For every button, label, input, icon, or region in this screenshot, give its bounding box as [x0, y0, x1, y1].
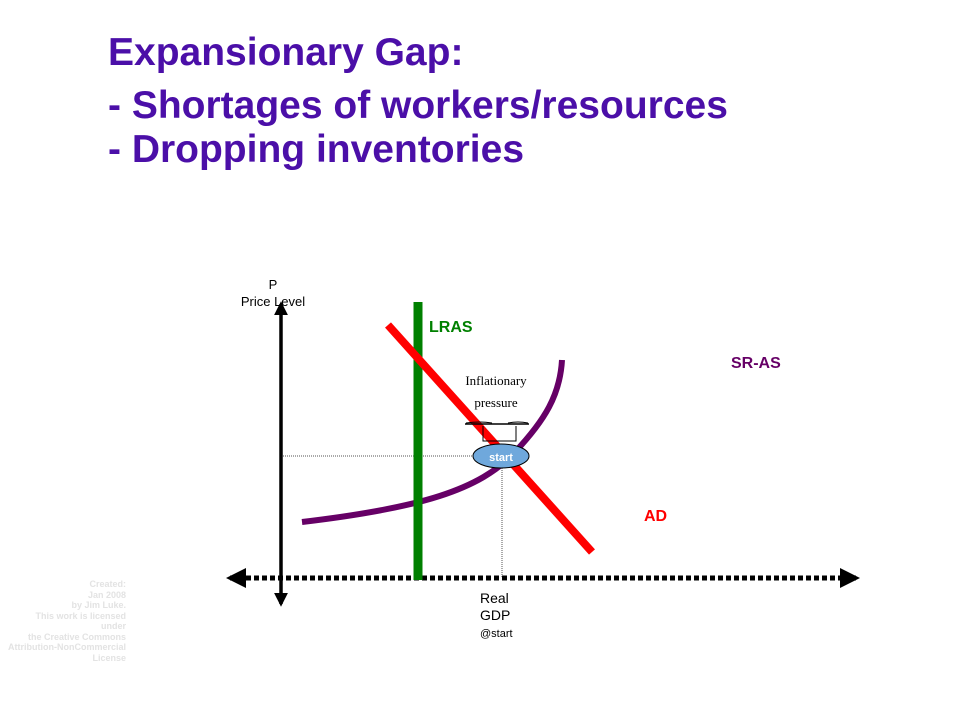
sras-label: SR-AS — [731, 355, 781, 372]
annotation-pressure: pressure — [474, 395, 518, 410]
license-credit: Created: Jan 2008 by Jim Luke. This work… — [8, 579, 126, 663]
start-label: start — [489, 452, 513, 464]
credit-line: Jan 2008 — [87, 589, 126, 600]
credit-line: License — [92, 652, 126, 663]
x-axis-label-real: Real — [480, 590, 509, 606]
ad-label: AD — [644, 508, 667, 525]
annotation-inflationary: Inflationary — [465, 373, 527, 388]
credit-line: Created: — [89, 579, 126, 589]
x-axis-label-start: @start — [480, 628, 513, 640]
credit-line: This work is licensed under — [35, 610, 126, 632]
credit-line: the Creative Commons — [27, 631, 126, 642]
credit-line: Attribution-NonCommercial — [8, 642, 126, 652]
lras-label: LRAS — [429, 319, 473, 336]
y-axis-label-p: P — [269, 277, 278, 292]
credit-line: by Jim Luke. — [71, 600, 126, 610]
start-marker — [472, 443, 530, 469]
title-line-3: - Dropping inventories — [108, 128, 525, 171]
y-axis-label-price-level: Price Level — [241, 294, 305, 309]
title-line-2: - Shortages of workers/resources — [108, 84, 728, 127]
ad-line — [385, 322, 595, 555]
title-line-1: Expansionary Gap: — [108, 31, 464, 74]
x-axis-label-gdp: GDP — [480, 607, 510, 623]
inflationary-pressure-bracket — [465, 421, 529, 442]
